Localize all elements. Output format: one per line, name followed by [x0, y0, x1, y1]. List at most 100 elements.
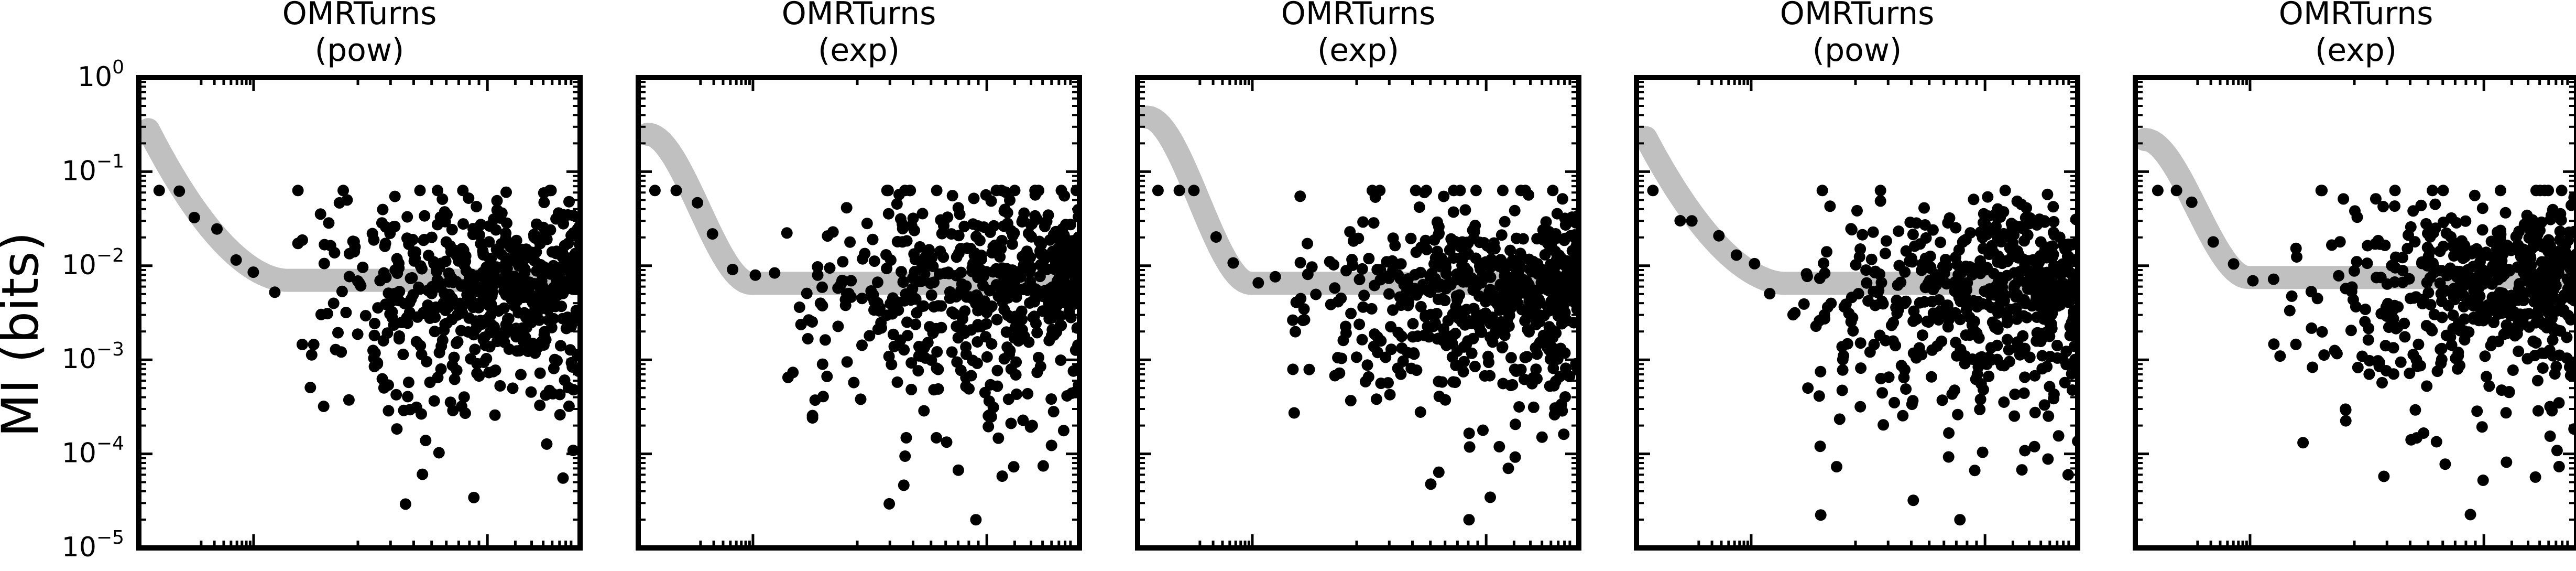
- data-point: [2537, 319, 2549, 331]
- data-point: [2556, 185, 2568, 197]
- data-point: [318, 257, 330, 270]
- data-point: [1818, 257, 1830, 270]
- data-point: [1369, 279, 1380, 292]
- data-point: [1514, 247, 1526, 260]
- data-point: [1389, 240, 1401, 252]
- data-point: [893, 189, 905, 201]
- data-point: [1420, 310, 1431, 322]
- data-point: [1944, 212, 1956, 224]
- data-point: [1497, 185, 1509, 197]
- data-point: [946, 346, 958, 358]
- data-point: [998, 353, 1010, 365]
- data-point: [2334, 236, 2346, 248]
- plot-area: [638, 123, 1079, 526]
- subplot-title: OMRTurns: [1281, 0, 1436, 32]
- data-point: [2290, 242, 2302, 254]
- data-point: [357, 261, 369, 273]
- data-point: [793, 301, 805, 313]
- data-point: [2382, 298, 2394, 310]
- data-point: [972, 336, 984, 348]
- data-point: [1836, 384, 1848, 396]
- data-point: [2458, 325, 2470, 337]
- data-point: [402, 376, 414, 389]
- data-point: [2458, 279, 2470, 292]
- data-point: [2267, 273, 2279, 285]
- data-point: [2507, 364, 2519, 376]
- data-point: [1034, 271, 1046, 283]
- data-point: [560, 322, 572, 335]
- data-point: [1496, 342, 1508, 354]
- data-point: [410, 246, 422, 258]
- data-point: [905, 220, 918, 232]
- data-point: [2247, 275, 2259, 287]
- data-point: [1287, 314, 1299, 326]
- data-point: [393, 333, 405, 345]
- data-point: [1332, 352, 1344, 364]
- data-point: [897, 276, 909, 288]
- data-point: [1841, 338, 1853, 350]
- data-point: [925, 289, 937, 301]
- data-point: [2316, 326, 2328, 338]
- data-point: [1531, 348, 1543, 360]
- data-point: [1045, 439, 1057, 451]
- data-point: [1837, 364, 1849, 376]
- data-point: [567, 384, 580, 396]
- data-point: [2421, 276, 2433, 288]
- data-point: [1515, 363, 1527, 375]
- data-point: [960, 280, 972, 292]
- data-point: [2452, 350, 2464, 362]
- data-point: [1764, 288, 1776, 300]
- data-point: [1814, 440, 1826, 453]
- data-point: [1394, 273, 1406, 285]
- data-point: [781, 227, 793, 239]
- data-point: [2009, 410, 2021, 422]
- data-point: [2030, 294, 2042, 306]
- y-tick-label: 100: [78, 57, 124, 93]
- data-point: [2471, 405, 2483, 417]
- data-point: [1850, 259, 1862, 271]
- data-point: [414, 283, 426, 295]
- data-point: [891, 376, 903, 388]
- data-point: [1941, 261, 1953, 273]
- data-point: [980, 318, 992, 330]
- data-point: [1499, 329, 1511, 341]
- data-point: [819, 334, 831, 346]
- data-point: [802, 333, 814, 344]
- data-point: [1269, 271, 1281, 283]
- data-point: [541, 438, 553, 450]
- data-point: [2488, 317, 2499, 328]
- data-point: [939, 267, 951, 279]
- data-point: [801, 287, 813, 299]
- data-point: [1878, 419, 1890, 431]
- data-point: [871, 297, 883, 309]
- data-point: [519, 267, 530, 279]
- data-point: [835, 278, 847, 290]
- data-point: [2476, 202, 2488, 214]
- data-point: [988, 220, 1000, 232]
- data-point: [557, 472, 569, 484]
- data-point: [2286, 290, 2298, 302]
- data-point: [1831, 461, 1842, 473]
- data-point: [2531, 374, 2544, 386]
- data-point: [841, 356, 853, 368]
- data-point: [1890, 340, 1902, 352]
- subplot-subtitle: (pow): [1813, 32, 1902, 69]
- data-point: [1821, 246, 1832, 258]
- data-point: [990, 185, 1002, 197]
- data-point: [1527, 372, 1539, 384]
- data-point: [845, 275, 857, 287]
- data-point: [474, 283, 486, 295]
- data-point: [806, 316, 818, 328]
- subplot-3: OMRTurns(exp): [1135, 0, 1581, 551]
- data-point: [436, 335, 449, 346]
- data-point: [1899, 364, 1911, 376]
- data-point: [2523, 253, 2535, 265]
- data-point: [1298, 303, 1310, 315]
- data-point: [440, 305, 452, 316]
- data-point: [1999, 295, 2010, 307]
- data-point: [1026, 419, 1038, 432]
- data-point: [1815, 365, 1827, 378]
- data-point: [1403, 296, 1415, 308]
- data-point: [1950, 222, 1962, 234]
- data-point: [1016, 314, 1028, 326]
